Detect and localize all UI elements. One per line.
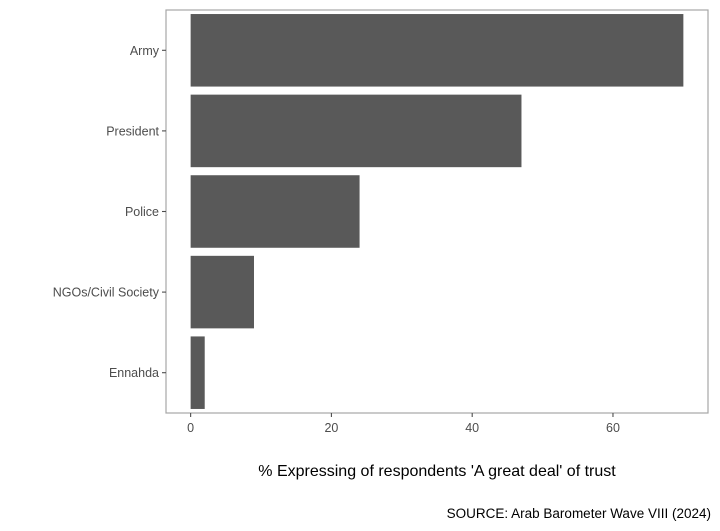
y-tick-label-police: Police (125, 205, 159, 219)
x-tick-label-20: 20 (324, 421, 338, 435)
x-axis: 0 20 40 60 (187, 413, 620, 435)
x-tick-label-60: 60 (606, 421, 620, 435)
y-tick-label-president: President (106, 124, 159, 138)
bars-group (190, 14, 684, 409)
bar-army (190, 14, 684, 87)
y-axis: Army President Police NGOs/Civil Society Enn… (53, 44, 166, 380)
bar-police (190, 175, 360, 248)
x-axis-title: % Expressing of respondents 'A great dea… (258, 463, 616, 480)
y-tick-label-ennahda: Ennahda (109, 366, 159, 380)
bar-president (190, 94, 522, 168)
y-tick-label-army: Army (130, 44, 160, 58)
x-tick-label-40: 40 (465, 421, 479, 435)
source-caption: SOURCE: Arab Barometer Wave VIII (2024) (447, 506, 711, 521)
y-tick-label-ngos-civil-society: NGOs/Civil Society (53, 286, 160, 300)
bar-ngos-civil-society (190, 255, 254, 329)
x-tick-label-0: 0 (187, 421, 194, 435)
bar-ennahda (190, 336, 205, 409)
